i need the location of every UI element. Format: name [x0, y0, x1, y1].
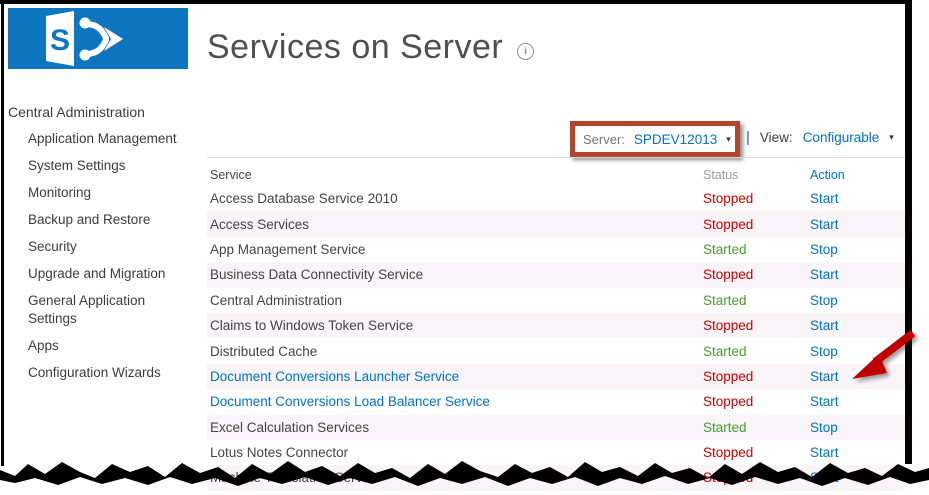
- separator: |: [746, 129, 750, 146]
- status-badge: Stopped: [703, 369, 810, 384]
- table-row: Document Conversions Load Balancer Servi…: [207, 389, 905, 414]
- table-row: App Management ServiceStartedStop: [207, 237, 905, 262]
- table-row: Business Data Connectivity ServiceStoppe…: [207, 262, 905, 287]
- service-name: Claims to Windows Token Service: [207, 318, 703, 333]
- torn-edge-left: [1, 0, 4, 466]
- status-badge: Started: [703, 344, 810, 359]
- table-row: Claims to Windows Token ServiceStoppedSt…: [207, 313, 905, 338]
- sharepoint-logo-icon: S: [8, 8, 188, 69]
- service-name: Excel Calculation Services: [207, 420, 703, 435]
- svg-text:S: S: [50, 24, 70, 57]
- sidebar-item-upgrade-and-migration[interactable]: Upgrade and Migration: [28, 265, 178, 283]
- service-name: Distributed Cache: [207, 344, 703, 359]
- stop-link[interactable]: Stop: [810, 242, 905, 257]
- status-badge: Stopped: [703, 394, 810, 409]
- sidebar-item-security[interactable]: Security: [28, 238, 178, 256]
- status-badge: Stopped: [703, 318, 810, 333]
- start-link[interactable]: Start: [810, 217, 905, 232]
- sidebar-item-apps[interactable]: Apps: [28, 337, 178, 355]
- table-row: Excel Calculation ServicesStartedStop: [207, 415, 905, 440]
- table-header-row: Service Status Action: [207, 163, 905, 186]
- server-caret-icon[interactable]: ▾: [726, 134, 731, 145]
- start-link[interactable]: Start: [810, 394, 905, 409]
- server-selector-highlight-box: Server: SPDEV12013 ▾: [570, 121, 740, 157]
- table-row: Central AdministrationStartedStop: [207, 288, 905, 313]
- annotation-arrow-icon: [843, 328, 923, 388]
- service-name: Business Data Connectivity Service: [207, 267, 703, 282]
- status-badge: Stopped: [703, 267, 810, 282]
- sidebar-item-configuration-wizards[interactable]: Configuration Wizards: [28, 364, 178, 382]
- service-name[interactable]: Document Conversions Load Balancer Servi…: [207, 394, 703, 409]
- service-name: App Management Service: [207, 242, 703, 257]
- start-link[interactable]: Start: [810, 267, 905, 282]
- stop-link[interactable]: Stop: [810, 420, 905, 435]
- server-label: Server:: [583, 132, 625, 147]
- view-dropdown[interactable]: Configurable: [803, 130, 880, 145]
- sidebar-item-application-management[interactable]: Application Management: [28, 130, 178, 148]
- sidebar-item-system-settings[interactable]: System Settings: [28, 157, 178, 175]
- services-table: Service Status Action Access Database Se…: [207, 163, 905, 491]
- status-badge: Stopped: [703, 191, 810, 206]
- table-row: Access Database Service 2010StoppedStart: [207, 186, 905, 211]
- column-header-status: Status: [703, 168, 810, 182]
- start-link[interactable]: Start: [810, 191, 905, 206]
- service-name: Access Database Service 2010: [207, 191, 703, 206]
- table-row: Access ServicesStoppedStart: [207, 211, 905, 236]
- toolbar-divider: [207, 157, 905, 158]
- view-label: View:: [760, 130, 793, 145]
- sidebar-item-general-application-settings[interactable]: General Application Settings: [28, 292, 178, 328]
- sidebar: Application Management System Settings Mon…: [28, 130, 178, 391]
- column-header-service: Service: [207, 168, 703, 182]
- server-dropdown[interactable]: SPDEV12013: [634, 132, 717, 147]
- info-icon[interactable]: i: [517, 43, 534, 60]
- service-name: Central Administration: [207, 293, 703, 308]
- stop-link[interactable]: Stop: [810, 293, 905, 308]
- screenshot-frame: S Central Administration Application Man…: [0, 0, 929, 495]
- status-badge: Started: [703, 242, 810, 257]
- torn-edge-bottom: [0, 450, 929, 495]
- sidebar-item-central-administration[interactable]: Central Administration: [8, 104, 193, 120]
- service-name[interactable]: Document Conversions Launcher Service: [207, 369, 703, 384]
- torn-edge-right: [905, 0, 912, 464]
- column-header-action: Action: [810, 168, 905, 182]
- page-title: Services on Server i: [207, 28, 534, 67]
- view-caret-icon[interactable]: ▾: [889, 132, 894, 143]
- sidebar-item-monitoring[interactable]: Monitoring: [28, 184, 178, 202]
- status-badge: Started: [703, 293, 810, 308]
- table-row: Document Conversions Launcher ServiceSto…: [207, 364, 905, 389]
- sidebar-item-backup-and-restore[interactable]: Backup and Restore: [28, 211, 178, 229]
- page-title-text: Services on Server: [207, 28, 503, 66]
- service-name: Access Services: [207, 217, 703, 232]
- view-selector: | View: Configurable ▾: [746, 129, 894, 146]
- sharepoint-logo[interactable]: S: [8, 8, 188, 69]
- torn-edge-top: [0, 0, 912, 4]
- status-badge: Started: [703, 420, 810, 435]
- table-row: Distributed CacheStartedStop: [207, 338, 905, 363]
- status-badge: Stopped: [703, 217, 810, 232]
